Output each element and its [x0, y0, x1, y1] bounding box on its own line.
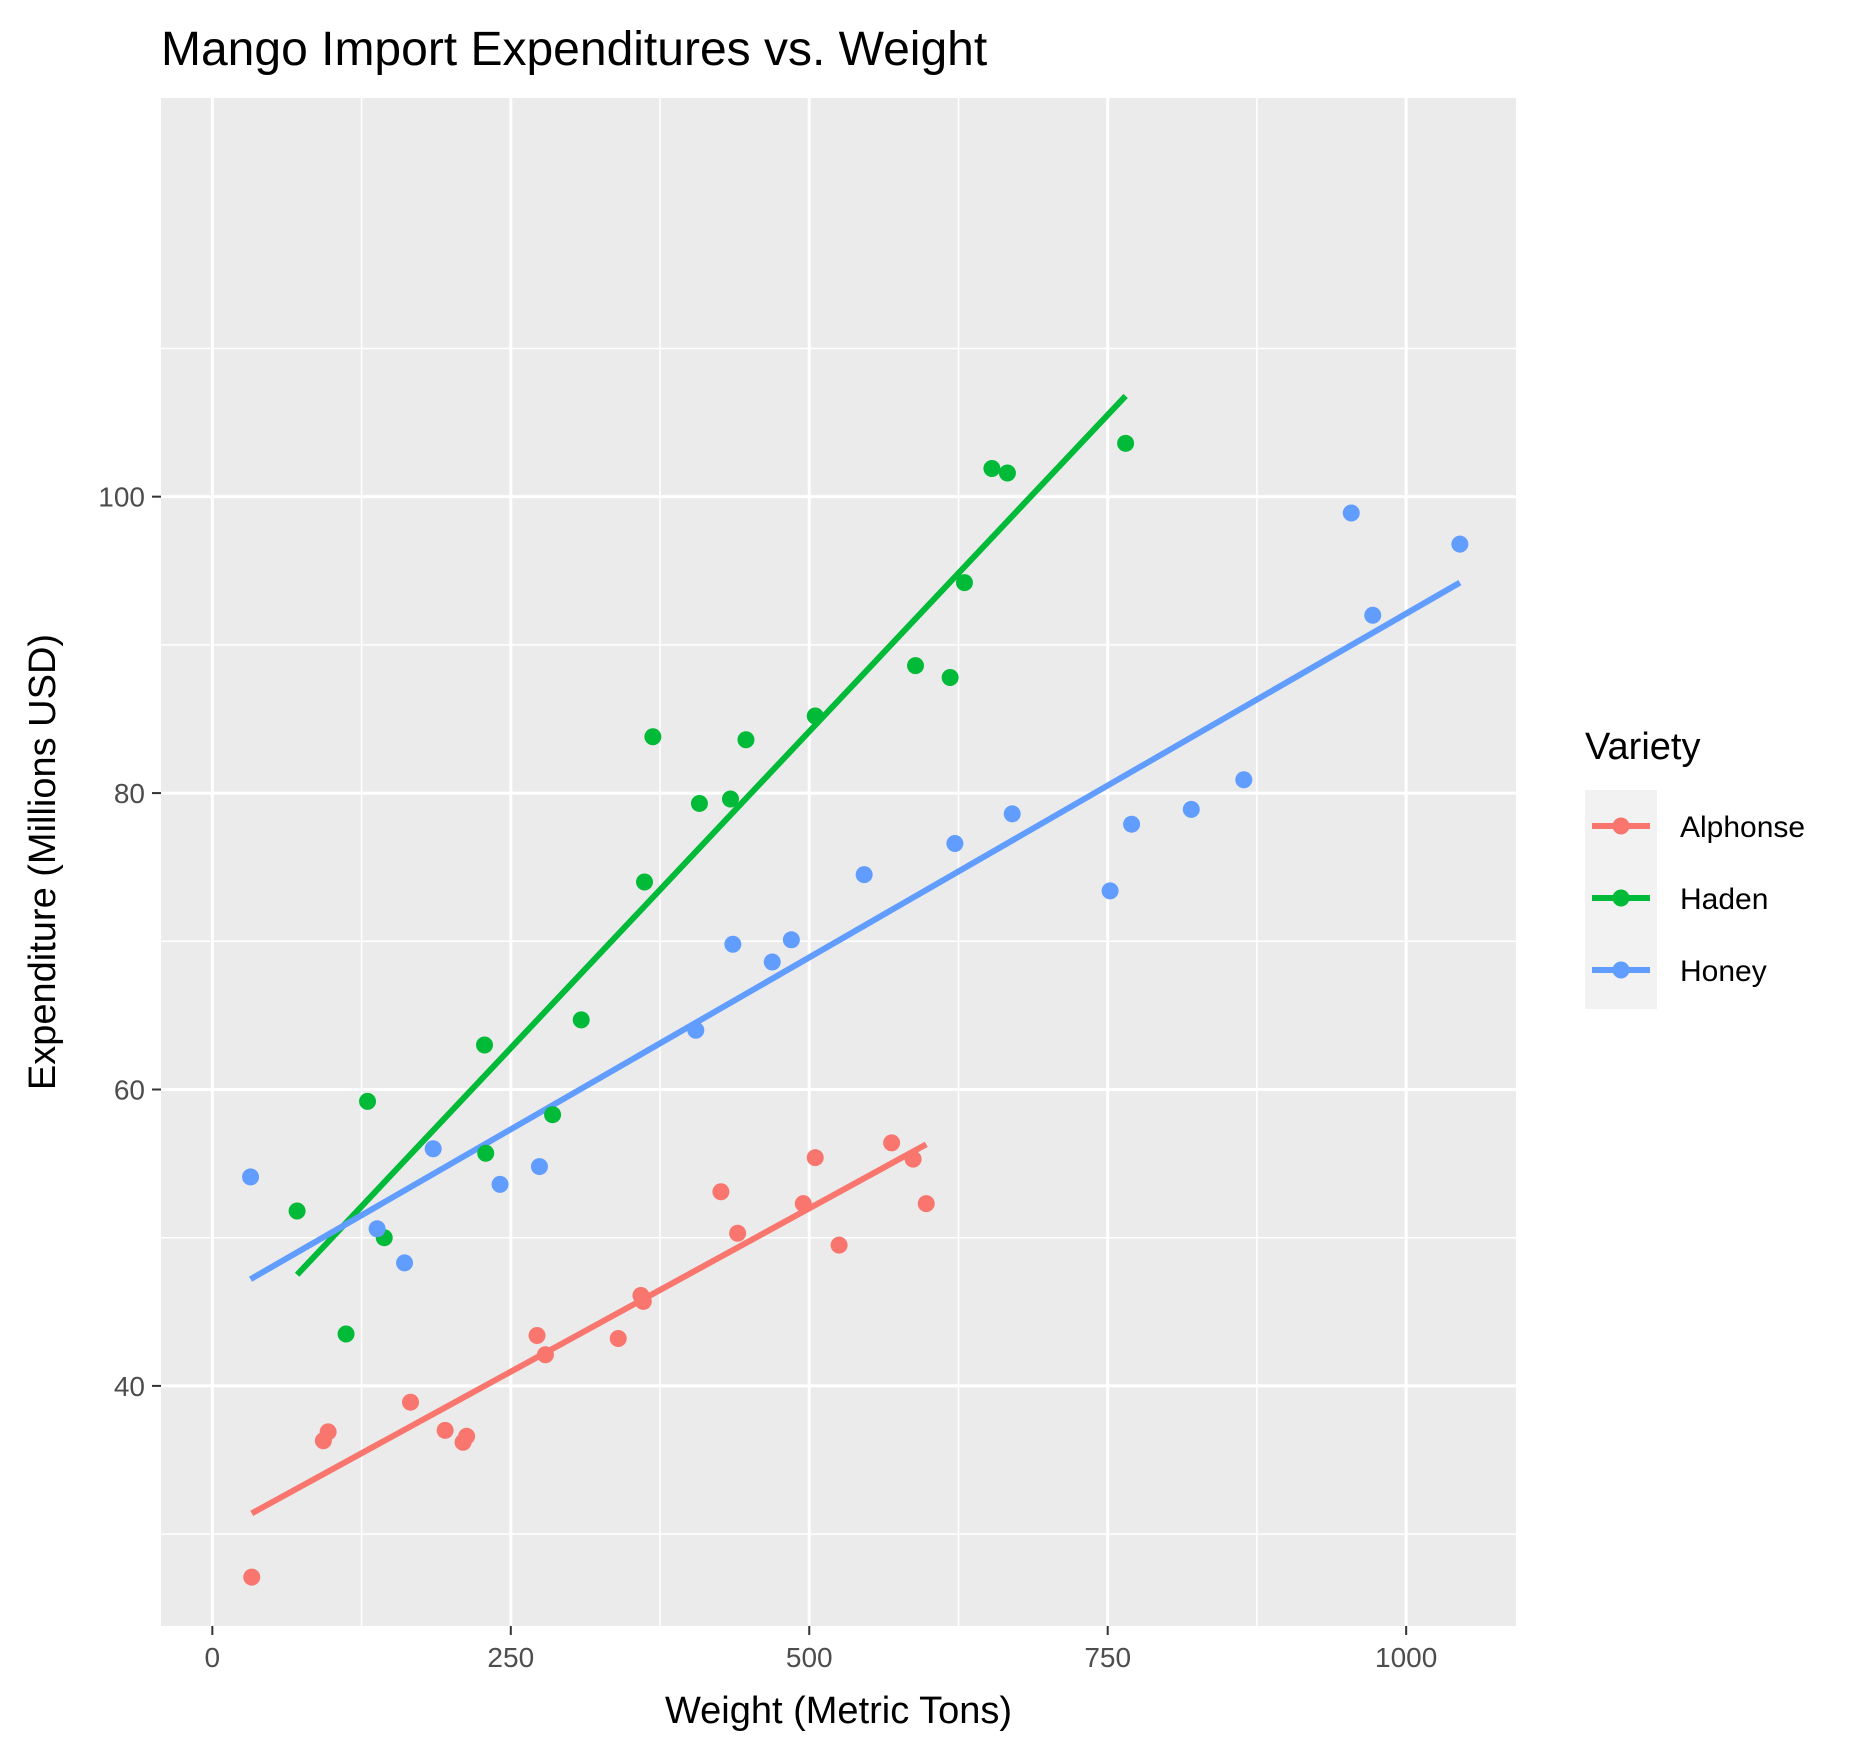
- point-haden: [359, 1092, 377, 1110]
- point-alphonse: [402, 1393, 420, 1411]
- point-alphonse: [883, 1134, 901, 1152]
- point-haden: [907, 657, 925, 675]
- point-haden: [737, 731, 755, 749]
- x-tick-label: 500: [786, 1642, 833, 1673]
- chart-title: Mango Import Expenditures vs. Weight: [161, 23, 987, 76]
- point-haden: [690, 794, 708, 812]
- legend-key-point-honey: [1612, 961, 1630, 979]
- point-haden: [806, 707, 824, 725]
- point-honey: [396, 1254, 414, 1272]
- y-tick-label: 60: [114, 1074, 145, 1105]
- point-haden: [544, 1106, 562, 1124]
- x-tick-label: 1000: [1375, 1642, 1437, 1673]
- point-alphonse: [794, 1195, 812, 1213]
- point-haden: [636, 873, 654, 891]
- point-alphonse: [436, 1421, 454, 1439]
- point-alphonse: [904, 1150, 922, 1168]
- point-alphonse: [712, 1183, 730, 1201]
- point-honey: [855, 866, 873, 884]
- axes: 0 250 500 750 1000 40 60 80 100: [98, 482, 1437, 1673]
- point-haden: [288, 1202, 306, 1220]
- point-alphonse: [609, 1329, 627, 1347]
- y-tick-label: 100: [98, 482, 145, 513]
- y-tick-label: 80: [114, 778, 145, 809]
- x-axis-title: Weight (Metric Tons): [665, 1690, 1012, 1732]
- point-haden: [955, 574, 973, 592]
- point-honey: [763, 953, 781, 971]
- y-tick-label: 40: [114, 1371, 145, 1402]
- x-tick-label: 0: [205, 1642, 221, 1673]
- legend-label-alphonse: Alphonse: [1680, 811, 1805, 844]
- legend-label-honey: Honey: [1680, 955, 1767, 988]
- point-haden: [721, 790, 739, 808]
- point-haden: [337, 1325, 355, 1343]
- point-haden: [644, 728, 662, 746]
- point-alphonse: [729, 1224, 747, 1242]
- point-honey: [1235, 771, 1253, 789]
- point-honey: [1364, 606, 1382, 624]
- point-honey: [724, 935, 742, 953]
- point-honey: [1342, 504, 1360, 522]
- point-honey: [1123, 815, 1141, 833]
- point-haden: [998, 464, 1016, 482]
- point-honey: [1101, 882, 1119, 900]
- point-honey: [1182, 800, 1200, 818]
- point-honey: [782, 931, 800, 949]
- point-honey: [368, 1220, 386, 1238]
- point-honey: [946, 834, 964, 852]
- legend-title: Variety: [1585, 726, 1700, 768]
- legend-key-point-haden: [1612, 889, 1630, 907]
- x-tick-label: 750: [1084, 1642, 1131, 1673]
- legend-label-haden: Haden: [1680, 883, 1768, 916]
- point-alphonse: [830, 1236, 848, 1254]
- legend: Variety Alphonse Haden Honey: [1585, 726, 1805, 1009]
- point-honey: [424, 1140, 442, 1158]
- x-tick-label: 250: [487, 1642, 534, 1673]
- point-haden: [477, 1144, 495, 1162]
- point-alphonse: [458, 1427, 476, 1445]
- fit-line-alphonse: [250, 1141, 928, 1516]
- point-alphonse: [528, 1327, 546, 1345]
- point-honey: [687, 1021, 705, 1039]
- point-alphonse: [634, 1292, 652, 1310]
- data-points: [242, 434, 1469, 1586]
- fit-lines: [249, 393, 1462, 1516]
- point-haden: [941, 668, 959, 686]
- point-alphonse: [917, 1195, 935, 1213]
- point-haden: [476, 1036, 494, 1054]
- point-alphonse: [319, 1423, 337, 1441]
- point-honey: [242, 1168, 260, 1186]
- point-alphonse: [536, 1346, 554, 1364]
- legend-key-point-alphonse: [1612, 817, 1630, 835]
- point-honey: [1003, 805, 1021, 823]
- major-gridlines: [161, 98, 1516, 1626]
- y-axis-title: Expenditure (Millions USD): [22, 634, 64, 1090]
- point-honey: [530, 1158, 548, 1176]
- fit-line-haden: [294, 393, 1128, 1277]
- point-alphonse: [243, 1568, 261, 1586]
- point-haden: [1117, 434, 1135, 452]
- point-haden: [983, 460, 1001, 478]
- plot-panel: [161, 98, 1516, 1626]
- point-alphonse: [806, 1149, 824, 1167]
- fit-line-honey: [249, 580, 1462, 1282]
- point-honey: [1451, 535, 1469, 553]
- point-honey: [491, 1175, 509, 1193]
- point-haden: [572, 1011, 590, 1029]
